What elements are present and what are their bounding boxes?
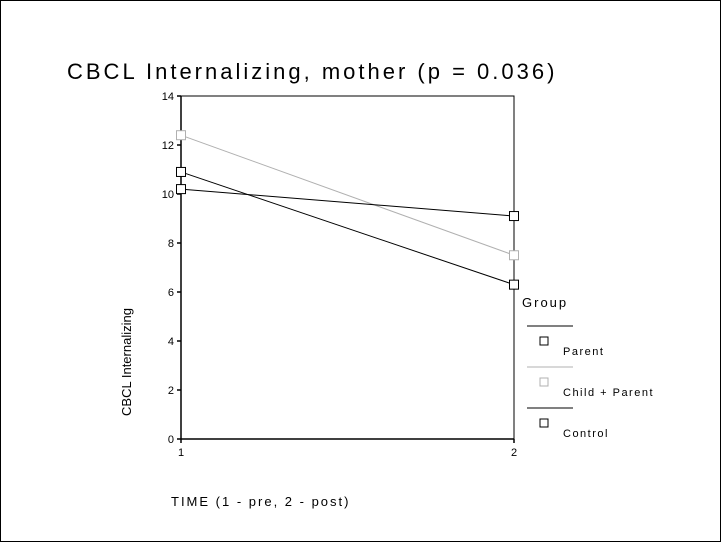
data-point <box>176 166 186 177</box>
legend-title: Group <box>522 295 568 310</box>
legend: Group Parent Child + Parent Control <box>522 295 654 440</box>
x-tick-label: 2 <box>511 447 517 459</box>
y-tick-label: 10 <box>162 189 174 201</box>
y-tick-label: 0 <box>168 434 174 446</box>
series-line-2 <box>180 188 515 217</box>
y-tick-label: 2 <box>168 385 174 397</box>
series-line-1 <box>180 134 515 256</box>
legend-label-0: Parent <box>563 346 604 358</box>
data-point <box>509 279 519 290</box>
legend-label-1: Child + Parent <box>563 387 654 399</box>
data-point <box>176 130 186 141</box>
y-tick-label: 4 <box>168 336 174 348</box>
legend-marker-1 <box>539 377 549 387</box>
x-axis-label: TIME (1 - pre, 2 - post) <box>171 494 350 509</box>
y-tick-label: 12 <box>162 140 174 152</box>
y-axis: 0 2 4 6 8 10 12 14 <box>162 91 182 446</box>
data-point <box>509 250 519 261</box>
y-tick-label: 6 <box>168 287 174 299</box>
chart-title: CBCL Internalizing, mother (p = 0.036) <box>67 59 557 84</box>
series-layer <box>176 130 519 290</box>
legend-marker-2 <box>539 418 549 428</box>
x-tick-label: 1 <box>178 447 184 459</box>
y-tick-label: 14 <box>162 91 174 103</box>
y-tick-label: 8 <box>168 238 174 250</box>
data-point <box>176 184 186 195</box>
series-line-0 <box>180 171 515 286</box>
legend-label-2: Control <box>563 428 609 440</box>
data-point <box>509 211 519 222</box>
y-axis-label: CBCL Internalizing <box>119 308 134 416</box>
legend-marker-0 <box>539 336 549 346</box>
